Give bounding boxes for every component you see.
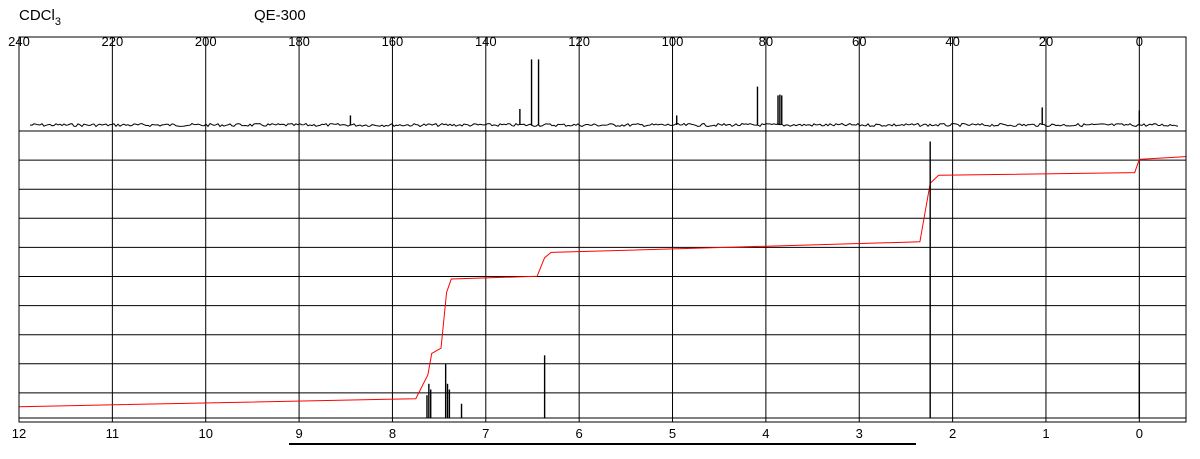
carbon-peaks [349,59,1141,125]
proton-gridlines [19,131,1186,422]
carbon-tick-labels: 240220200180160140120100806040200 [8,34,1143,49]
proton-tick-label: 7 [482,426,489,441]
proton-tick-labels: 12 11 10 9 8 7 6 5 4 3 2 1 0 [12,426,1143,441]
proton-tick-label: 1 [1042,426,1049,441]
carbon-spectrum-panel: 240220200180160140120100806040200 [8,34,1187,132]
proton-frame [18,130,1187,423]
instrument-label: QE-300 [254,7,306,24]
proton-tick-label: 3 [856,426,863,441]
carbon-frame [18,36,1187,132]
proton-tick-label: 6 [576,426,583,441]
proton-tick-label: 5 [669,426,676,441]
carbon-baseline [29,122,1179,128]
proton-spectrum-panel: 12 11 10 9 8 7 6 5 4 3 2 1 0 [12,130,1187,441]
proton-tick-label: 2 [949,426,956,441]
proton-tick-label: 4 [762,426,769,441]
proton-tick-label: 10 [198,426,212,441]
proton-tick-label: 0 [1136,426,1143,441]
proton-tick-label: 12 [12,426,26,441]
proton-peaks [426,141,1141,418]
proton-tick-label: 8 [389,426,396,441]
proton-integration-curve [18,156,1187,408]
proton-tick-label: 11 [106,426,120,441]
carbon-gridlines [111,37,1140,131]
proton-tick-label: 9 [295,426,302,441]
solvent-label: CDCl3 [19,7,61,28]
